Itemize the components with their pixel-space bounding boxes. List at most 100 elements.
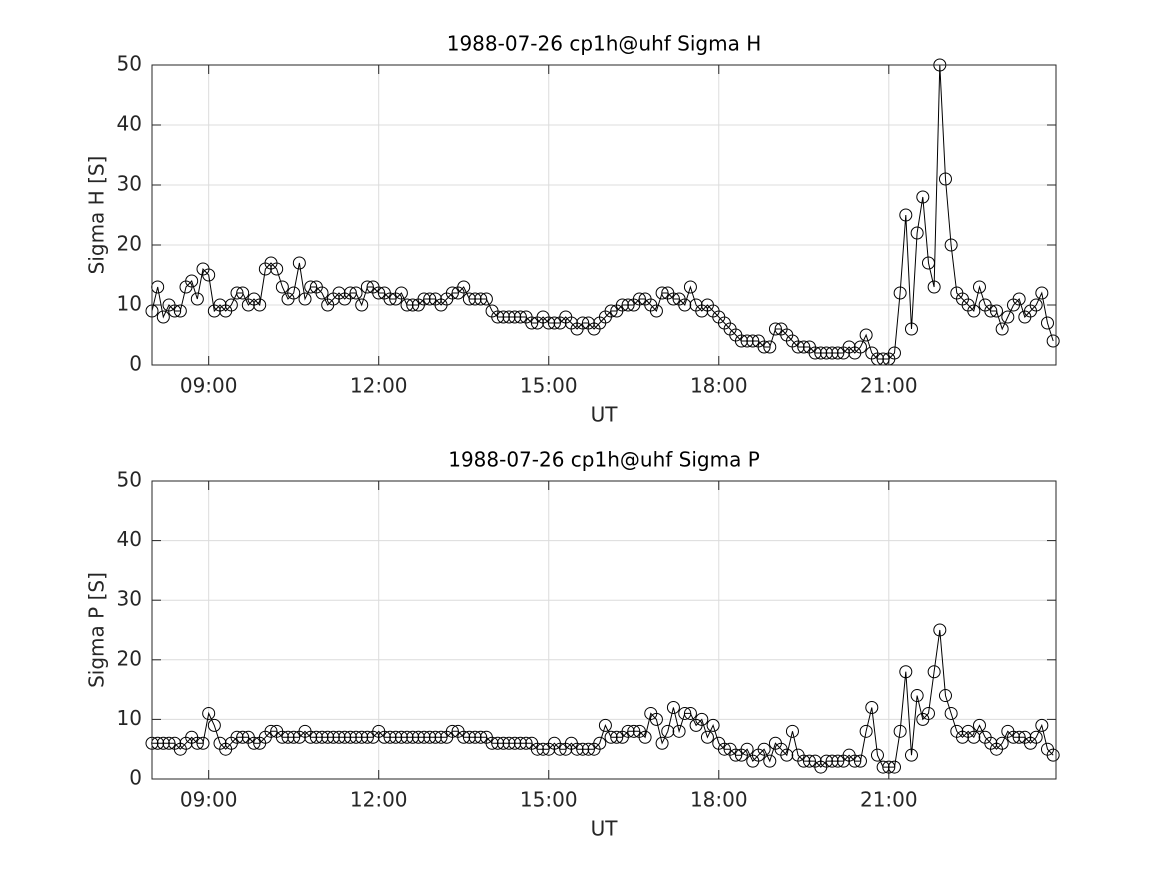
y-tick-label: 50	[117, 468, 142, 492]
data-point	[746, 334, 760, 348]
data-point	[224, 298, 238, 312]
data-point	[202, 706, 216, 720]
data-point	[570, 742, 584, 756]
data-point	[825, 346, 839, 360]
data-point	[1012, 730, 1026, 744]
y-axis-label: Sigma P [S]	[85, 572, 109, 688]
data-point	[474, 292, 488, 306]
data-point	[496, 736, 510, 750]
data-point	[406, 298, 420, 312]
y-tick-label: 20	[117, 646, 142, 670]
y-tick-label: 40	[117, 112, 142, 136]
data-point	[780, 748, 794, 762]
data-point	[394, 730, 408, 744]
data-point	[468, 730, 482, 744]
x-axis-label: UT	[591, 817, 619, 841]
x-tick-label: 15:00	[520, 788, 578, 812]
data-point	[870, 748, 884, 762]
data-point	[536, 742, 550, 756]
data-point	[417, 292, 431, 306]
data-line	[151, 64, 1054, 360]
data-point	[400, 730, 414, 744]
y-tick-label: 10	[117, 706, 142, 730]
data-point	[916, 190, 930, 204]
data-point	[530, 742, 544, 756]
data-point	[995, 322, 1009, 336]
data-point	[298, 292, 312, 306]
y-tick-label: 40	[117, 527, 142, 551]
data-point	[287, 286, 301, 300]
data-point	[343, 286, 357, 300]
data-point	[445, 724, 459, 738]
data-point	[921, 256, 935, 270]
axes-frame	[151, 64, 1057, 366]
data-point	[542, 316, 556, 330]
data-point	[938, 689, 952, 703]
data-point	[1046, 748, 1060, 762]
data-point	[972, 280, 986, 294]
data-point	[706, 718, 720, 732]
data-point	[247, 736, 261, 750]
data-point	[372, 286, 386, 300]
data-point	[666, 292, 680, 306]
data-point	[173, 304, 187, 318]
chart-title: 1988-07-26 cp1h@uhf Sigma P	[448, 448, 760, 472]
y-tick-label: 20	[117, 232, 142, 256]
x-tick-label: 21:00	[860, 374, 918, 398]
data-point	[717, 742, 731, 756]
data-point	[156, 310, 170, 324]
y-axis-label: Sigma H [S]	[85, 156, 109, 275]
data-point	[502, 736, 516, 750]
data-point	[904, 748, 918, 762]
x-tick-label: 09:00	[180, 788, 238, 812]
data-point	[944, 238, 958, 252]
data-point	[156, 736, 170, 750]
y-tick-label: 30	[117, 172, 142, 196]
data-point	[734, 334, 748, 348]
data-point	[848, 754, 862, 768]
data-point	[236, 730, 250, 744]
data-point	[853, 754, 867, 768]
data-point	[825, 754, 839, 768]
data-point	[797, 754, 811, 768]
data-point	[428, 730, 442, 744]
data-line	[152, 629, 1054, 768]
data-point	[190, 736, 204, 750]
data-point	[581, 742, 595, 756]
data-point	[502, 310, 516, 324]
data-point	[865, 700, 879, 714]
data-point	[859, 328, 873, 342]
y-tick-label: 50	[117, 52, 142, 76]
data-point	[525, 316, 539, 330]
data-point	[831, 346, 845, 360]
data-point	[468, 292, 482, 306]
data-point	[819, 346, 833, 360]
data-point	[462, 292, 476, 306]
data-point	[1029, 730, 1043, 744]
data-point	[202, 268, 216, 282]
data-point	[326, 730, 340, 744]
data-point	[394, 286, 408, 300]
data-point	[417, 730, 431, 744]
data-point	[984, 304, 998, 318]
data-point	[315, 286, 329, 300]
data-point	[230, 730, 244, 744]
data-point	[1046, 334, 1060, 348]
data-point	[315, 730, 329, 744]
data-point	[474, 730, 488, 744]
data-point	[264, 724, 278, 738]
data-point	[406, 730, 420, 744]
data-point	[967, 730, 981, 744]
data-point	[400, 298, 414, 312]
data-point	[740, 334, 754, 348]
x-tick-label: 18:00	[690, 788, 748, 812]
data-point	[672, 724, 686, 738]
data-point	[604, 730, 618, 744]
data-point	[1035, 718, 1049, 732]
data-point	[683, 706, 697, 720]
data-point	[519, 736, 533, 750]
data-point	[661, 724, 675, 738]
y-tick-label: 0	[129, 766, 142, 790]
data-point	[621, 724, 635, 738]
